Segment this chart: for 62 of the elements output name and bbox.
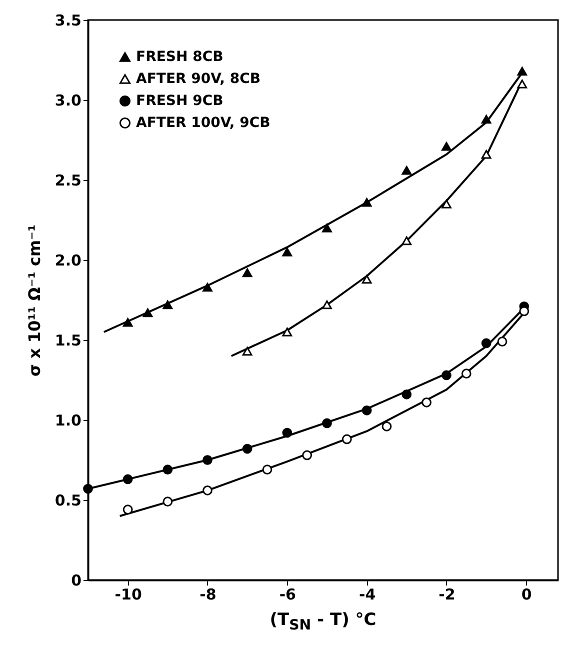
point — [382, 421, 392, 432]
point — [497, 336, 508, 347]
y-axis-title: σ x 10¹¹ Ω⁻¹ cm⁻¹ — [24, 224, 44, 377]
point — [202, 282, 212, 292]
x-tick-label: -2 — [438, 586, 456, 604]
point — [322, 418, 332, 428]
point — [402, 166, 412, 175]
point — [282, 328, 292, 336]
point — [83, 484, 93, 494]
x-tick-label: 0 — [521, 586, 532, 604]
legend-label: FRESH 9CB — [136, 93, 224, 109]
point — [519, 306, 530, 316]
point — [481, 150, 492, 159]
point — [442, 142, 452, 151]
point — [402, 236, 412, 246]
y-tick-label: 2.5 — [54, 172, 82, 190]
x-axis-title: (T$_{SN}$ - T) °C — [268, 610, 378, 634]
point — [242, 268, 252, 278]
point — [242, 346, 252, 356]
point — [282, 248, 292, 256]
point — [517, 66, 528, 76]
point — [517, 80, 528, 88]
y-tick-label: 1.0 — [54, 412, 82, 430]
y-tick-label: 0.5 — [54, 492, 82, 510]
point — [302, 450, 312, 460]
point — [122, 474, 133, 484]
point — [442, 370, 452, 380]
point — [342, 434, 352, 444]
point — [282, 428, 292, 438]
legend-label: AFTER 90V, 8CB — [136, 71, 261, 87]
point — [442, 200, 452, 208]
point — [422, 397, 432, 408]
point — [362, 405, 372, 416]
point — [122, 504, 133, 515]
point — [322, 224, 332, 232]
point — [162, 496, 173, 507]
point — [322, 300, 332, 310]
legend-label: AFTER 100V, 9CB — [136, 115, 270, 131]
point — [262, 464, 272, 475]
point — [362, 198, 372, 207]
x-tick-label: -10 — [114, 586, 142, 604]
point — [202, 485, 212, 496]
y-tick-label: 3.5 — [54, 12, 82, 30]
y-tick-label: 0 — [71, 572, 82, 590]
x-tick-label: -4 — [358, 586, 376, 604]
legend-label: FRESH 8CB — [136, 49, 224, 65]
point — [162, 464, 173, 475]
y-tick-label: 1.5 — [54, 332, 82, 350]
y-tick-label: 2.0 — [54, 252, 82, 270]
point — [481, 114, 492, 124]
point — [461, 368, 472, 379]
point — [142, 308, 153, 318]
x-tick-label: -8 — [200, 586, 216, 604]
y-tick-label: 3.0 — [54, 92, 82, 110]
point — [202, 455, 212, 465]
point — [242, 444, 252, 454]
point — [362, 274, 372, 284]
x-tick-label: -6 — [279, 586, 296, 604]
point — [402, 389, 412, 400]
point — [122, 318, 133, 327]
point — [162, 300, 173, 310]
point — [481, 338, 492, 348]
